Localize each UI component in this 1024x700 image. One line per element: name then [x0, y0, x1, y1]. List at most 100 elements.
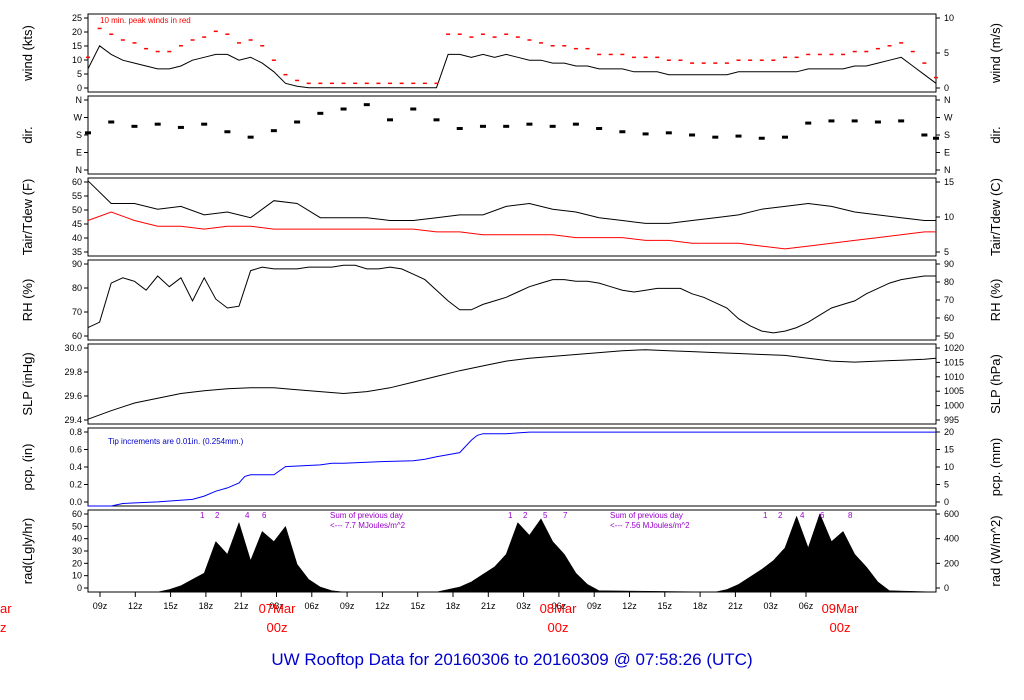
wind-left-tick-label: 10 [72, 55, 82, 65]
day-label-time: 00z [267, 620, 288, 635]
rh-right-tick-label: 60 [944, 313, 954, 323]
rad-tip-mark: 4 [245, 511, 250, 520]
wind-left-tick-label: 15 [72, 41, 82, 51]
dir-point [526, 122, 533, 126]
day-label-date: 09Mar [822, 601, 860, 616]
temp-left-tick-label: 55 [72, 191, 82, 201]
time-tick-label: 06z [799, 601, 814, 611]
time-tick-label: 15z [658, 601, 673, 611]
slp-right-tick-label: 1005 [944, 386, 964, 396]
rad-left-tick-label: 40 [72, 534, 82, 544]
rad-left-tick-label: 0 [77, 583, 82, 593]
pcp-series-line [88, 431, 936, 507]
rad-tip-mark: 2 [778, 511, 783, 520]
time-tick-label: 15z [163, 601, 178, 611]
pcp-note: Tip increments are 0.01in. (0.254mm.) [108, 437, 244, 446]
rad-tip-mark: 5 [543, 511, 548, 520]
time-tick-label: 09z [587, 601, 602, 611]
rh-series-line [87, 264, 936, 334]
dir-point [131, 124, 138, 128]
dir-point [758, 136, 765, 140]
slp-left-tick-label: 30.0 [64, 343, 82, 353]
time-tick-label: 18z [199, 601, 214, 611]
slp-right-tick-label: 995 [944, 415, 959, 425]
time-tick-label: 03z [516, 601, 531, 611]
wind-left-tick-label: 20 [72, 27, 82, 37]
rad-right-tick-label: 400 [944, 534, 959, 544]
dir-point [898, 119, 905, 123]
time-tick-label: 15z [410, 601, 425, 611]
dir-point [317, 111, 324, 115]
time-tick-label: 03z [763, 601, 778, 611]
rh-left-axis-label: RH (%) [20, 279, 35, 322]
time-tick-label: 21z [481, 601, 496, 611]
rad-tip-mark: 2 [523, 511, 528, 520]
time-tick-label: 21z [728, 601, 743, 611]
dir-point [572, 122, 579, 126]
time-tick-label: 06z [305, 601, 320, 611]
rad-annotation-line2: <--- 7.7 MJoules/m^2 [330, 521, 406, 530]
temp-left-tick-label: 60 [72, 177, 82, 187]
temp-right-tick-label: 15 [944, 177, 954, 187]
wind-panel-frame [87, 13, 937, 93]
rad-tip-mark: 7 [563, 511, 568, 520]
slp-left-axis-label: SLP (inHg) [20, 352, 35, 415]
time-tick-label: 21z [234, 601, 249, 611]
rh-left-tick-label: 70 [72, 307, 82, 317]
rh-left-tick-label: 60 [72, 331, 82, 341]
rad-annotation-line1: Sum of previous day [610, 511, 683, 520]
rad-tip-mark: 6 [262, 511, 267, 520]
dir-right-tick-label: E [944, 148, 950, 158]
pcp-left-tick-label: 0.4 [69, 462, 82, 472]
pcp-left-tick-label: 0.8 [69, 427, 82, 437]
temp-left-tick-label: 50 [72, 205, 82, 215]
rad-right-axis-label: rad (W/m^2) [988, 515, 1003, 586]
rh-panel-frame [87, 259, 937, 341]
temp-left-tick-label: 40 [72, 233, 82, 243]
pcp-right-tick-label: 0 [944, 497, 949, 507]
dir-point [177, 125, 184, 129]
rad-left-tick-label: 60 [72, 509, 82, 519]
dir-point [340, 107, 347, 111]
time-tick-label: 09z [93, 601, 108, 611]
dir-point [689, 133, 696, 137]
pcp-right-tick-label: 5 [944, 480, 949, 490]
dir-point [642, 132, 649, 136]
day-label-date: 07Mar [259, 601, 297, 616]
rh-right-axis-label: RH (%) [988, 279, 1003, 322]
rad-annotation-line1: Sum of previous day [330, 511, 403, 520]
slp-series-line [87, 349, 937, 420]
pcp-right-axis-label: pcp. (mm) [988, 438, 1003, 497]
dir-point [294, 120, 301, 124]
time-tick-label: 12z [375, 601, 390, 611]
dir-point [154, 122, 161, 126]
dir-point [456, 127, 463, 130]
dir-left-axis-label: dir. [20, 126, 35, 143]
day-label-time: 00z [830, 620, 851, 635]
rad-tip-mark: 1 [508, 511, 513, 520]
slp-left-tick-label: 29.4 [64, 415, 82, 425]
dir-point [874, 120, 881, 124]
dir-point [387, 118, 394, 122]
time-tick-label: 03z [269, 601, 284, 611]
rad-tip-mark: 4 [800, 511, 805, 520]
dir-right-axis-label: dir. [988, 126, 1003, 143]
wind-note: 10 min. peak winds in red [100, 16, 191, 25]
dir-left-tick-label: E [76, 148, 82, 158]
wind-right-tick-label: 0 [944, 83, 949, 93]
dir-point [781, 135, 788, 139]
wind-right-tick-label: 10 [944, 13, 954, 23]
slp-left-tick-label: 29.8 [64, 367, 82, 377]
wind-series-line [87, 45, 937, 89]
time-tick-label: 18z [446, 601, 461, 611]
temp-right-tick-label: 5 [944, 247, 949, 257]
day-label-cut-date: ar [0, 601, 12, 616]
dir-right-tick-label: N [944, 95, 951, 105]
slp-left-tick-label: 29.6 [64, 391, 82, 401]
dir-point [851, 119, 858, 123]
pcp-left-tick-label: 0.0 [69, 497, 82, 507]
dir-point [735, 134, 742, 138]
rh-right-tick-label: 50 [944, 331, 954, 341]
dir-point [665, 131, 672, 135]
slp-right-axis-label: SLP (hPa) [988, 354, 1003, 414]
